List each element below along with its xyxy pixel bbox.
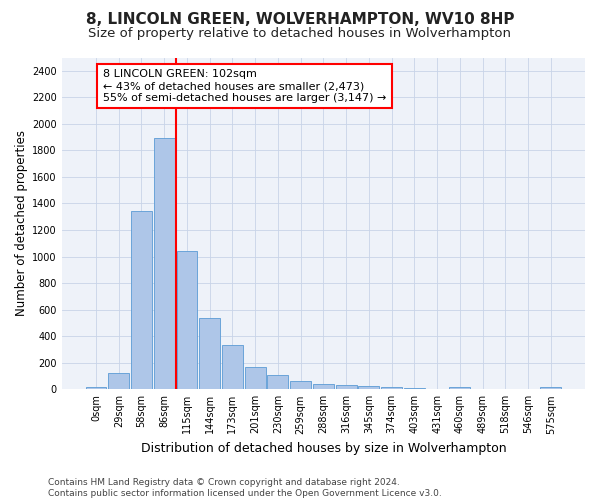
Bar [381,386,402,390]
Bar [313,384,334,390]
Bar [404,388,425,390]
Bar [449,386,470,390]
Y-axis label: Number of detached properties: Number of detached properties [15,130,28,316]
Bar [176,252,197,390]
Text: Size of property relative to detached houses in Wolverhampton: Size of property relative to detached ho… [89,28,511,40]
Bar [268,376,289,390]
Bar [335,386,356,390]
Bar [108,372,129,390]
Bar [358,386,379,390]
Bar [199,318,220,390]
Bar [540,386,561,390]
Bar [290,382,311,390]
X-axis label: Distribution of detached houses by size in Wolverhampton: Distribution of detached houses by size … [140,442,506,455]
Bar [131,212,152,390]
Bar [86,386,106,390]
Bar [222,345,243,390]
Text: 8, LINCOLN GREEN, WOLVERHAMPTON, WV10 8HP: 8, LINCOLN GREEN, WOLVERHAMPTON, WV10 8H… [86,12,514,28]
Bar [245,366,266,390]
Bar [154,138,175,390]
Text: 8 LINCOLN GREEN: 102sqm
← 43% of detached houses are smaller (2,473)
55% of semi: 8 LINCOLN GREEN: 102sqm ← 43% of detache… [103,70,386,102]
Text: Contains HM Land Registry data © Crown copyright and database right 2024.
Contai: Contains HM Land Registry data © Crown c… [48,478,442,498]
